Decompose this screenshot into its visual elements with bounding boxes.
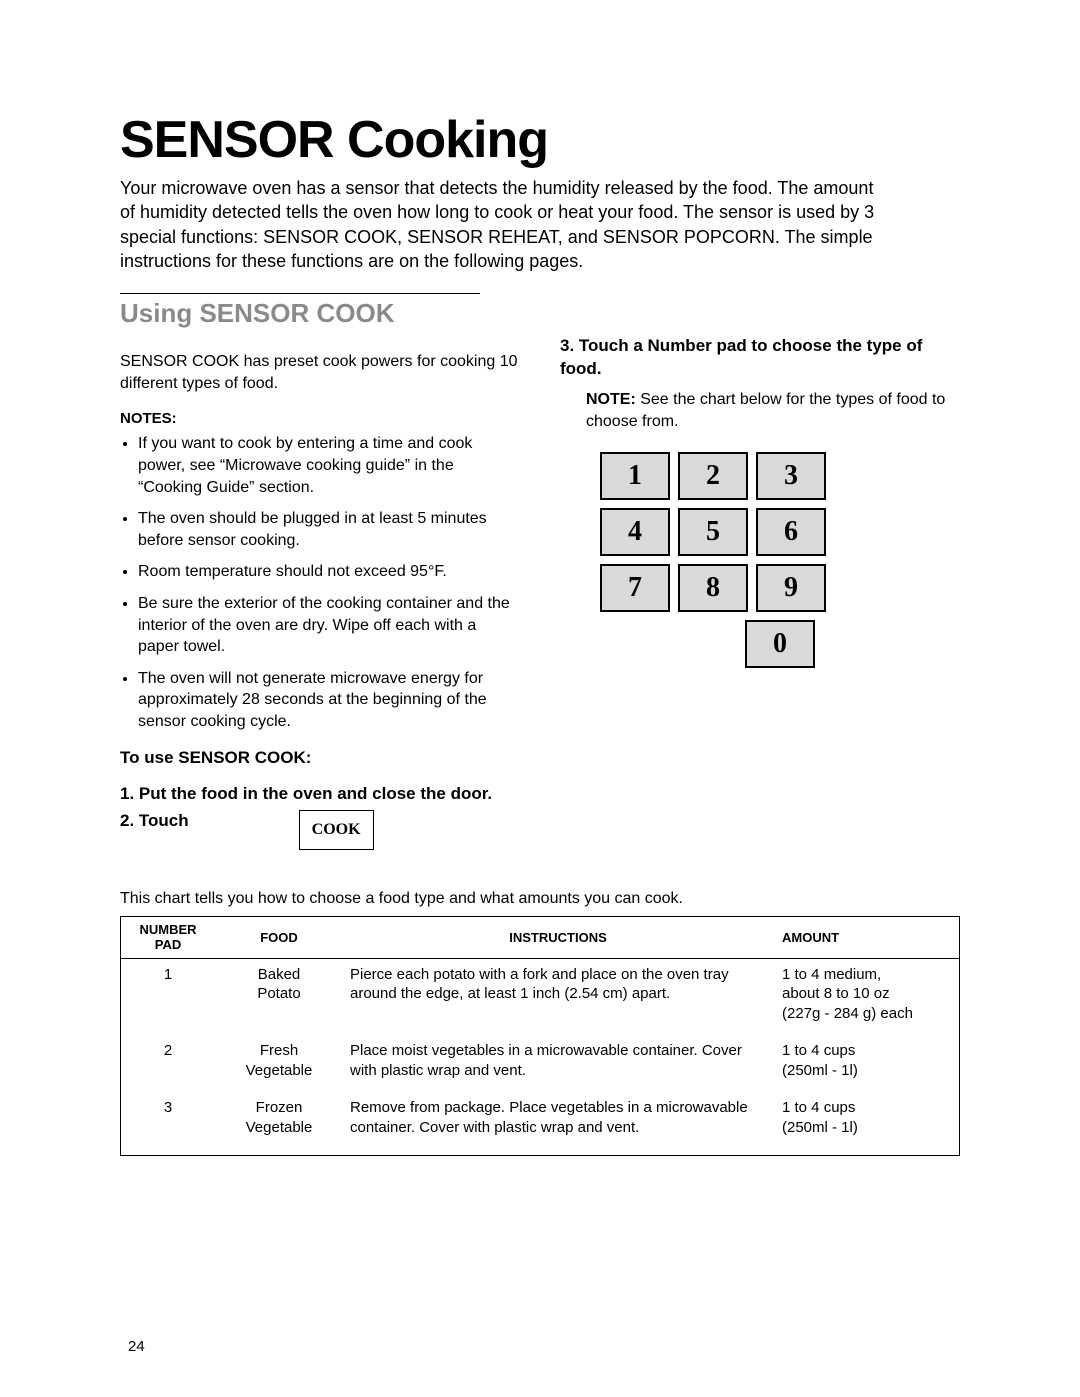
list-item: Be sure the exterior of the cooking cont… bbox=[138, 593, 520, 658]
col-header-instructions: INSTRUCTIONS bbox=[342, 917, 774, 959]
food-chart: NUMBERPAD FOOD INSTRUCTIONS AMOUNT 1 Bak… bbox=[120, 916, 960, 1156]
step-3-note: NOTE: See the chart below for the types … bbox=[586, 389, 960, 432]
cell-instructions: Remove from package. Place vegetables in… bbox=[342, 1092, 774, 1156]
cell-instructions: Place moist vegetables in a microwavable… bbox=[342, 1035, 774, 1092]
table-row: 2 FreshVegetable Place moist vegetables … bbox=[120, 1035, 960, 1092]
keypad-9[interactable]: 9 bbox=[756, 564, 826, 612]
number-keypad: 1 2 3 4 5 6 7 8 9 0 bbox=[600, 452, 960, 668]
section-divider bbox=[120, 293, 480, 294]
keypad-7[interactable]: 7 bbox=[600, 564, 670, 612]
keypad-2[interactable]: 2 bbox=[678, 452, 748, 500]
list-item: If you want to cook by entering a time a… bbox=[138, 433, 520, 498]
cell-number: 2 bbox=[120, 1035, 216, 1092]
cell-amount: 1 to 4 cups(250ml - 1l) bbox=[774, 1035, 960, 1092]
col-header-amount: AMOUNT bbox=[774, 917, 960, 959]
col-header-food: FOOD bbox=[216, 917, 342, 959]
to-use-heading: To use SENSOR COOK: bbox=[120, 747, 520, 770]
keypad-6[interactable]: 6 bbox=[756, 508, 826, 556]
keypad-0[interactable]: 0 bbox=[745, 620, 815, 668]
table-row: 1 BakedPotato Pierce each potato with a … bbox=[120, 958, 960, 1035]
cell-instructions: Pierce each potato with a fork and place… bbox=[342, 958, 774, 1035]
cell-food: BakedPotato bbox=[216, 958, 342, 1035]
notes-list: If you want to cook by entering a time a… bbox=[120, 433, 520, 732]
keypad-4[interactable]: 4 bbox=[600, 508, 670, 556]
food-chart-wrap: NUMBERPAD FOOD INSTRUCTIONS AMOUNT 1 Bak… bbox=[120, 916, 960, 1156]
chart-intro: This chart tells you how to choose a foo… bbox=[120, 890, 960, 908]
cell-food: FrozenVegetable bbox=[216, 1092, 342, 1156]
intro-paragraph: Your microwave oven has a sensor that de… bbox=[120, 176, 880, 273]
cell-amount: 1 to 4 cups(250ml - 1l) bbox=[774, 1092, 960, 1156]
page-title: SENSOR Cooking bbox=[120, 110, 960, 170]
lead-text: SENSOR COOK has preset cook powers for c… bbox=[120, 351, 520, 394]
list-item: Room temperature should not exceed 95°F. bbox=[138, 561, 520, 583]
cell-number: 1 bbox=[120, 958, 216, 1035]
list-item: The oven will not generate microwave ene… bbox=[138, 668, 520, 733]
table-row: 3 FrozenVegetable Remove from package. P… bbox=[120, 1092, 960, 1156]
step-1: 1. Put the food in the oven and close th… bbox=[120, 783, 520, 806]
right-column: 3. Touch a Number pad to choose the type… bbox=[560, 335, 960, 850]
cell-amount: 1 to 4 medium,about 8 to 10 oz(227g - 28… bbox=[774, 958, 960, 1035]
step-2-label: 2. Touch bbox=[120, 810, 189, 833]
page-number: 24 bbox=[128, 1338, 145, 1355]
list-item: The oven should be plugged in at least 5… bbox=[138, 508, 520, 551]
step-3-heading: 3. Touch a Number pad to choose the type… bbox=[560, 335, 960, 381]
keypad-5[interactable]: 5 bbox=[678, 508, 748, 556]
note-bold: NOTE: bbox=[586, 391, 636, 408]
left-column: SENSOR COOK has preset cook powers for c… bbox=[120, 335, 520, 850]
section-subtitle: Using SENSOR COOK bbox=[120, 298, 960, 329]
keypad-8[interactable]: 8 bbox=[678, 564, 748, 612]
keypad-1[interactable]: 1 bbox=[600, 452, 670, 500]
keypad-3[interactable]: 3 bbox=[756, 452, 826, 500]
cell-number: 3 bbox=[120, 1092, 216, 1156]
notes-label: NOTES: bbox=[120, 410, 520, 427]
col-header-number: NUMBERPAD bbox=[120, 917, 216, 959]
cook-button[interactable]: COOK bbox=[299, 810, 374, 850]
cell-food: FreshVegetable bbox=[216, 1035, 342, 1092]
note-text: See the chart below for the types of foo… bbox=[586, 391, 945, 430]
